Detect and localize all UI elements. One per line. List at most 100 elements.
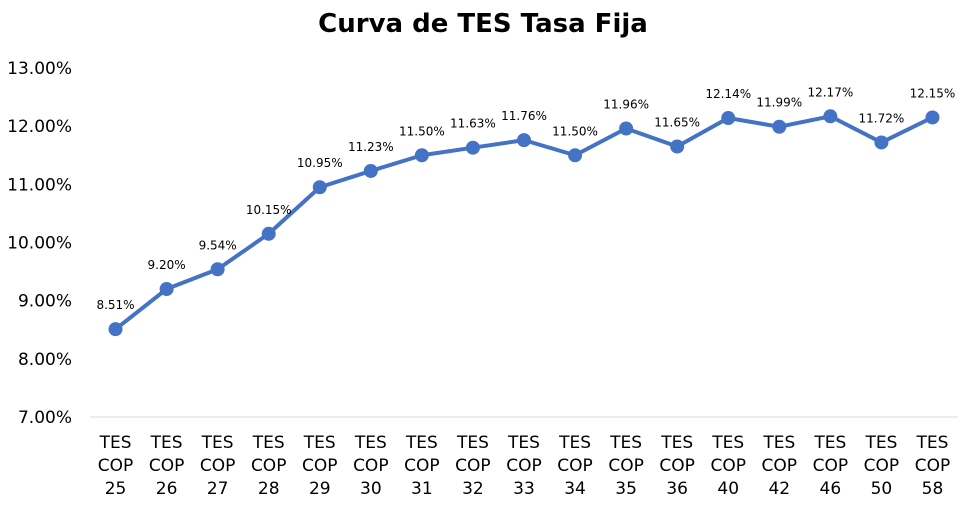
x-tick-label: TES COP 50 [864,433,900,499]
x-tick-label-line: TES [558,433,591,453]
data-label: 11.65% [654,116,700,130]
x-tick-label: TES COP 30 [353,433,389,499]
x-tick-label-line: COP [608,456,644,476]
data-point [721,111,736,126]
x-tick-label-line: 58 [922,479,944,499]
x-tick-label-line: COP [251,456,287,476]
data-label: 10.15% [246,203,292,217]
data-point [568,148,583,163]
x-tick-label: TES COP 33 [506,433,542,499]
x-tick-label: TES COP 34 [557,433,593,499]
data-point [108,322,123,337]
x-tick-label-line: COP [506,456,542,476]
y-tick-label: 10.00% [7,234,72,254]
x-tick-label-line: 29 [309,479,331,499]
x-tick-label-line: TES [354,433,387,453]
data-label: 11.63% [450,117,496,131]
x-tick-label-line: COP [659,456,695,476]
x-tick-label-line: COP [813,456,849,476]
x-tick-label-line: 32 [462,479,484,499]
data-label: 11.76% [501,109,547,123]
data-label: 8.51% [96,298,134,312]
x-tick-label-line: TES [201,433,234,453]
x-tick-label-line: COP [149,456,185,476]
x-tick-label-line: 40 [717,479,739,499]
data-point [363,163,378,178]
x-tick-label-line: 33 [513,479,535,499]
x-tick-label-line: COP [200,456,236,476]
data-point [414,148,429,163]
y-tick-label: 11.00% [7,175,72,195]
x-tick-label-line: COP [302,456,338,476]
x-tick-label: TES COP 40 [710,433,746,499]
data-point [823,109,838,124]
data-label: 11.50% [399,124,445,138]
data-point [925,110,940,125]
y-tick-label: 8.00% [18,350,72,370]
x-tick-label: TES COP 26 [149,433,185,499]
x-tick-label: TES COP 31 [404,433,440,499]
data-label: 11.72% [859,111,905,125]
data-label: 10.95% [297,156,343,170]
x-tick-label-line: 42 [768,479,790,499]
data-point [159,282,174,297]
data-point [874,135,889,150]
x-tick-label-line: 36 [666,479,688,499]
chart-title: Curva de TES Tasa Fija [318,9,648,39]
data-point [619,121,634,136]
x-tick-label-line: COP [710,456,746,476]
data-point [465,140,480,155]
x-tick-label: TES COP 32 [455,433,491,499]
data-label: 9.20% [148,258,186,272]
x-tick-label-line: 31 [411,479,433,499]
x-tick-label-line: COP [864,456,900,476]
data-label: 12.17% [807,85,853,99]
data-point [772,119,787,134]
x-tick-label-line: TES [405,433,438,453]
x-tick-label-line: TES [711,433,744,453]
data-label: 11.23% [348,140,394,154]
data-label: 12.15% [910,86,956,100]
x-tick-label: TES COP 36 [659,433,695,499]
x-tick-label-line: TES [813,433,846,453]
x-tick-label-line: 35 [615,479,637,499]
x-tick-label-line: TES [609,433,642,453]
data-label: 11.99% [756,96,802,110]
x-tick-label-line: TES [99,433,132,453]
x-tick-label-line: TES [660,433,693,453]
x-tick-label-line: TES [762,433,795,453]
x-tick-label-line: TES [456,433,489,453]
x-tick-label-line: COP [404,456,440,476]
x-tick-label-line: TES [507,433,540,453]
x-tick-label: TES COP 35 [608,433,644,499]
data-label: 11.50% [552,124,598,138]
data-label: 12.14% [705,87,751,101]
x-tick-label: TES COP 25 [98,433,134,499]
x-tick-label-line: 50 [871,479,893,499]
data-point [517,133,531,148]
data-point [261,226,276,241]
data-label: 11.96% [603,97,649,111]
x-tick-label-line: 25 [105,479,127,499]
x-tick-label-line: 46 [820,479,842,499]
y-tick-label: 7.00% [18,408,72,428]
y-tick-label: 13.00% [7,59,72,79]
y-tick-label: 9.00% [18,292,72,312]
x-tick-label: TES COP 27 [200,433,236,499]
x-tick-label: TES COP 46 [813,433,849,499]
x-tick-label: TES COP 42 [762,433,798,499]
data-point [670,139,685,154]
x-tick-label-line: 34 [564,479,586,499]
x-tick-label-line: COP [915,456,951,476]
x-tick-label: TES COP 29 [302,433,338,499]
series-line [113,114,935,332]
data-label: 9.54% [199,238,237,252]
x-tick-label-line: TES [303,433,336,453]
x-tick-label-line: TES [150,433,183,453]
x-tick-label-line: 27 [207,479,229,499]
x-tick-label-line: COP [762,456,798,476]
x-tick-label-line: 28 [258,479,280,499]
x-tick-label-line: 26 [156,479,178,499]
